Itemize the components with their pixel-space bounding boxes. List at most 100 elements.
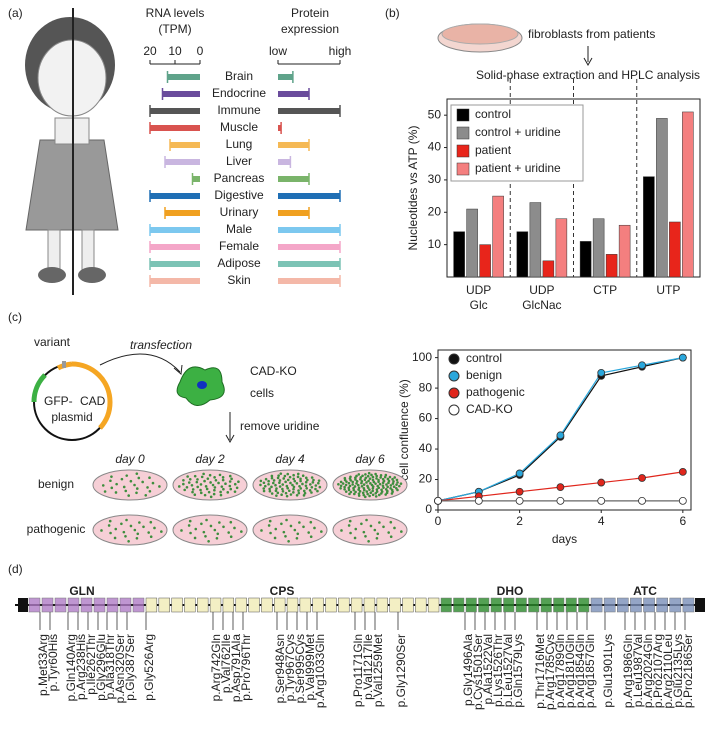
cell-dot — [207, 490, 211, 494]
cell-dot — [219, 490, 222, 494]
rna-bar — [150, 125, 200, 131]
cell-dot — [281, 487, 284, 491]
cell-dot — [276, 491, 280, 495]
cell-dot — [211, 483, 215, 487]
cell-dot — [304, 476, 308, 480]
shoe — [78, 267, 106, 283]
cell-dot — [153, 526, 156, 530]
cell-dot — [114, 527, 118, 531]
y-tick-label: 20 — [428, 204, 442, 218]
cell-dot — [348, 492, 351, 496]
cell-dot — [341, 482, 345, 485]
tissue-label: Brain — [225, 69, 253, 83]
cell-dot — [158, 485, 161, 488]
cell-dot — [302, 489, 306, 493]
cell-dot — [367, 471, 371, 475]
cell-dot — [205, 518, 208, 522]
assay-illustration — [31, 353, 235, 444]
tissue-label: Digestive — [214, 188, 264, 202]
cell-dot — [103, 490, 107, 493]
cell-dot — [367, 539, 370, 543]
cell-dot — [369, 491, 373, 494]
data-point — [638, 361, 646, 370]
variant-label: p.Met33Arg — [36, 634, 50, 696]
variant-label: p.Glu2135Lys — [671, 634, 685, 708]
cell-dot — [284, 491, 288, 495]
x-tick-label: 4 — [598, 514, 605, 528]
domain-segment — [338, 597, 350, 613]
cell-dot — [340, 529, 343, 532]
cell-dot — [289, 524, 293, 528]
domain-segment — [540, 597, 552, 613]
cell-dot — [317, 481, 320, 485]
cell-dot — [391, 482, 395, 485]
dish — [332, 514, 408, 546]
data-point — [434, 496, 442, 505]
cell-dot — [120, 477, 124, 481]
cell-dot — [199, 483, 203, 486]
cell-dot — [393, 526, 396, 530]
protein-bar — [278, 193, 340, 199]
variant-label: p.Lys1526Thr — [491, 634, 505, 707]
protein-bar — [278, 125, 282, 131]
domain-segment — [350, 597, 363, 613]
tissue-label: Skin — [227, 273, 250, 287]
cell-dot — [347, 481, 351, 485]
cell-dot — [122, 530, 126, 534]
y-tick-label: 10 — [428, 237, 442, 251]
cell-dot — [385, 483, 388, 486]
cell-dot — [282, 530, 286, 534]
arrow-head — [225, 434, 235, 444]
legend-label: benign — [466, 368, 502, 382]
cell-dot — [193, 493, 197, 497]
cell-dot — [387, 479, 391, 483]
y-tick-label: 30 — [428, 172, 442, 186]
variant-label: p.Gln140Arg — [64, 634, 78, 701]
cell-dot — [302, 494, 306, 497]
cell-dot — [206, 477, 210, 480]
cell-dot — [182, 482, 185, 486]
cell-dot — [215, 536, 219, 540]
cell-dot — [190, 483, 194, 487]
domain-segment — [286, 597, 299, 613]
variant-label: p.Arg1857Gln — [583, 634, 597, 708]
x-tick-label: UDP — [466, 283, 491, 297]
bar — [618, 224, 631, 278]
domain-segment — [630, 597, 642, 613]
cell-dot — [278, 481, 281, 484]
cell-dot — [228, 474, 232, 478]
cell-dot — [274, 527, 278, 531]
data-point — [515, 496, 524, 505]
cell-dot — [108, 519, 112, 523]
cell-dot — [310, 485, 314, 489]
x-tick-label: 6 — [679, 514, 686, 528]
cell-dot — [286, 472, 290, 476]
cell-dot — [147, 531, 150, 534]
rna-bar — [170, 142, 200, 148]
cell-dot — [398, 484, 401, 488]
cell-dot — [228, 480, 232, 483]
cell-dot — [227, 531, 230, 534]
domain-segment — [565, 597, 577, 613]
cell-dot — [368, 477, 372, 480]
domain-segment — [376, 597, 388, 613]
data-point — [597, 368, 606, 377]
domain-segment — [643, 597, 655, 613]
y-tick-label: 40 — [428, 140, 442, 154]
variant-label: p.Cys1501Ser — [471, 634, 485, 710]
domain-segment — [80, 597, 93, 613]
cell-dot — [136, 532, 140, 536]
cell-dot — [349, 531, 352, 535]
cell-dot — [127, 539, 130, 543]
axis-title: expression — [281, 22, 339, 36]
legend-label: control + uridine — [475, 125, 561, 139]
rna-bar — [165, 210, 200, 216]
cell-dot — [362, 483, 366, 486]
cell-dot — [377, 493, 381, 497]
cell-dot — [387, 531, 390, 534]
cell-dot — [364, 473, 367, 476]
annotation: CAD-KO — [250, 364, 297, 378]
cell-dot — [358, 490, 362, 493]
cell-dot — [124, 489, 128, 493]
variant-label: p.Arg1810Gln — [563, 634, 577, 708]
